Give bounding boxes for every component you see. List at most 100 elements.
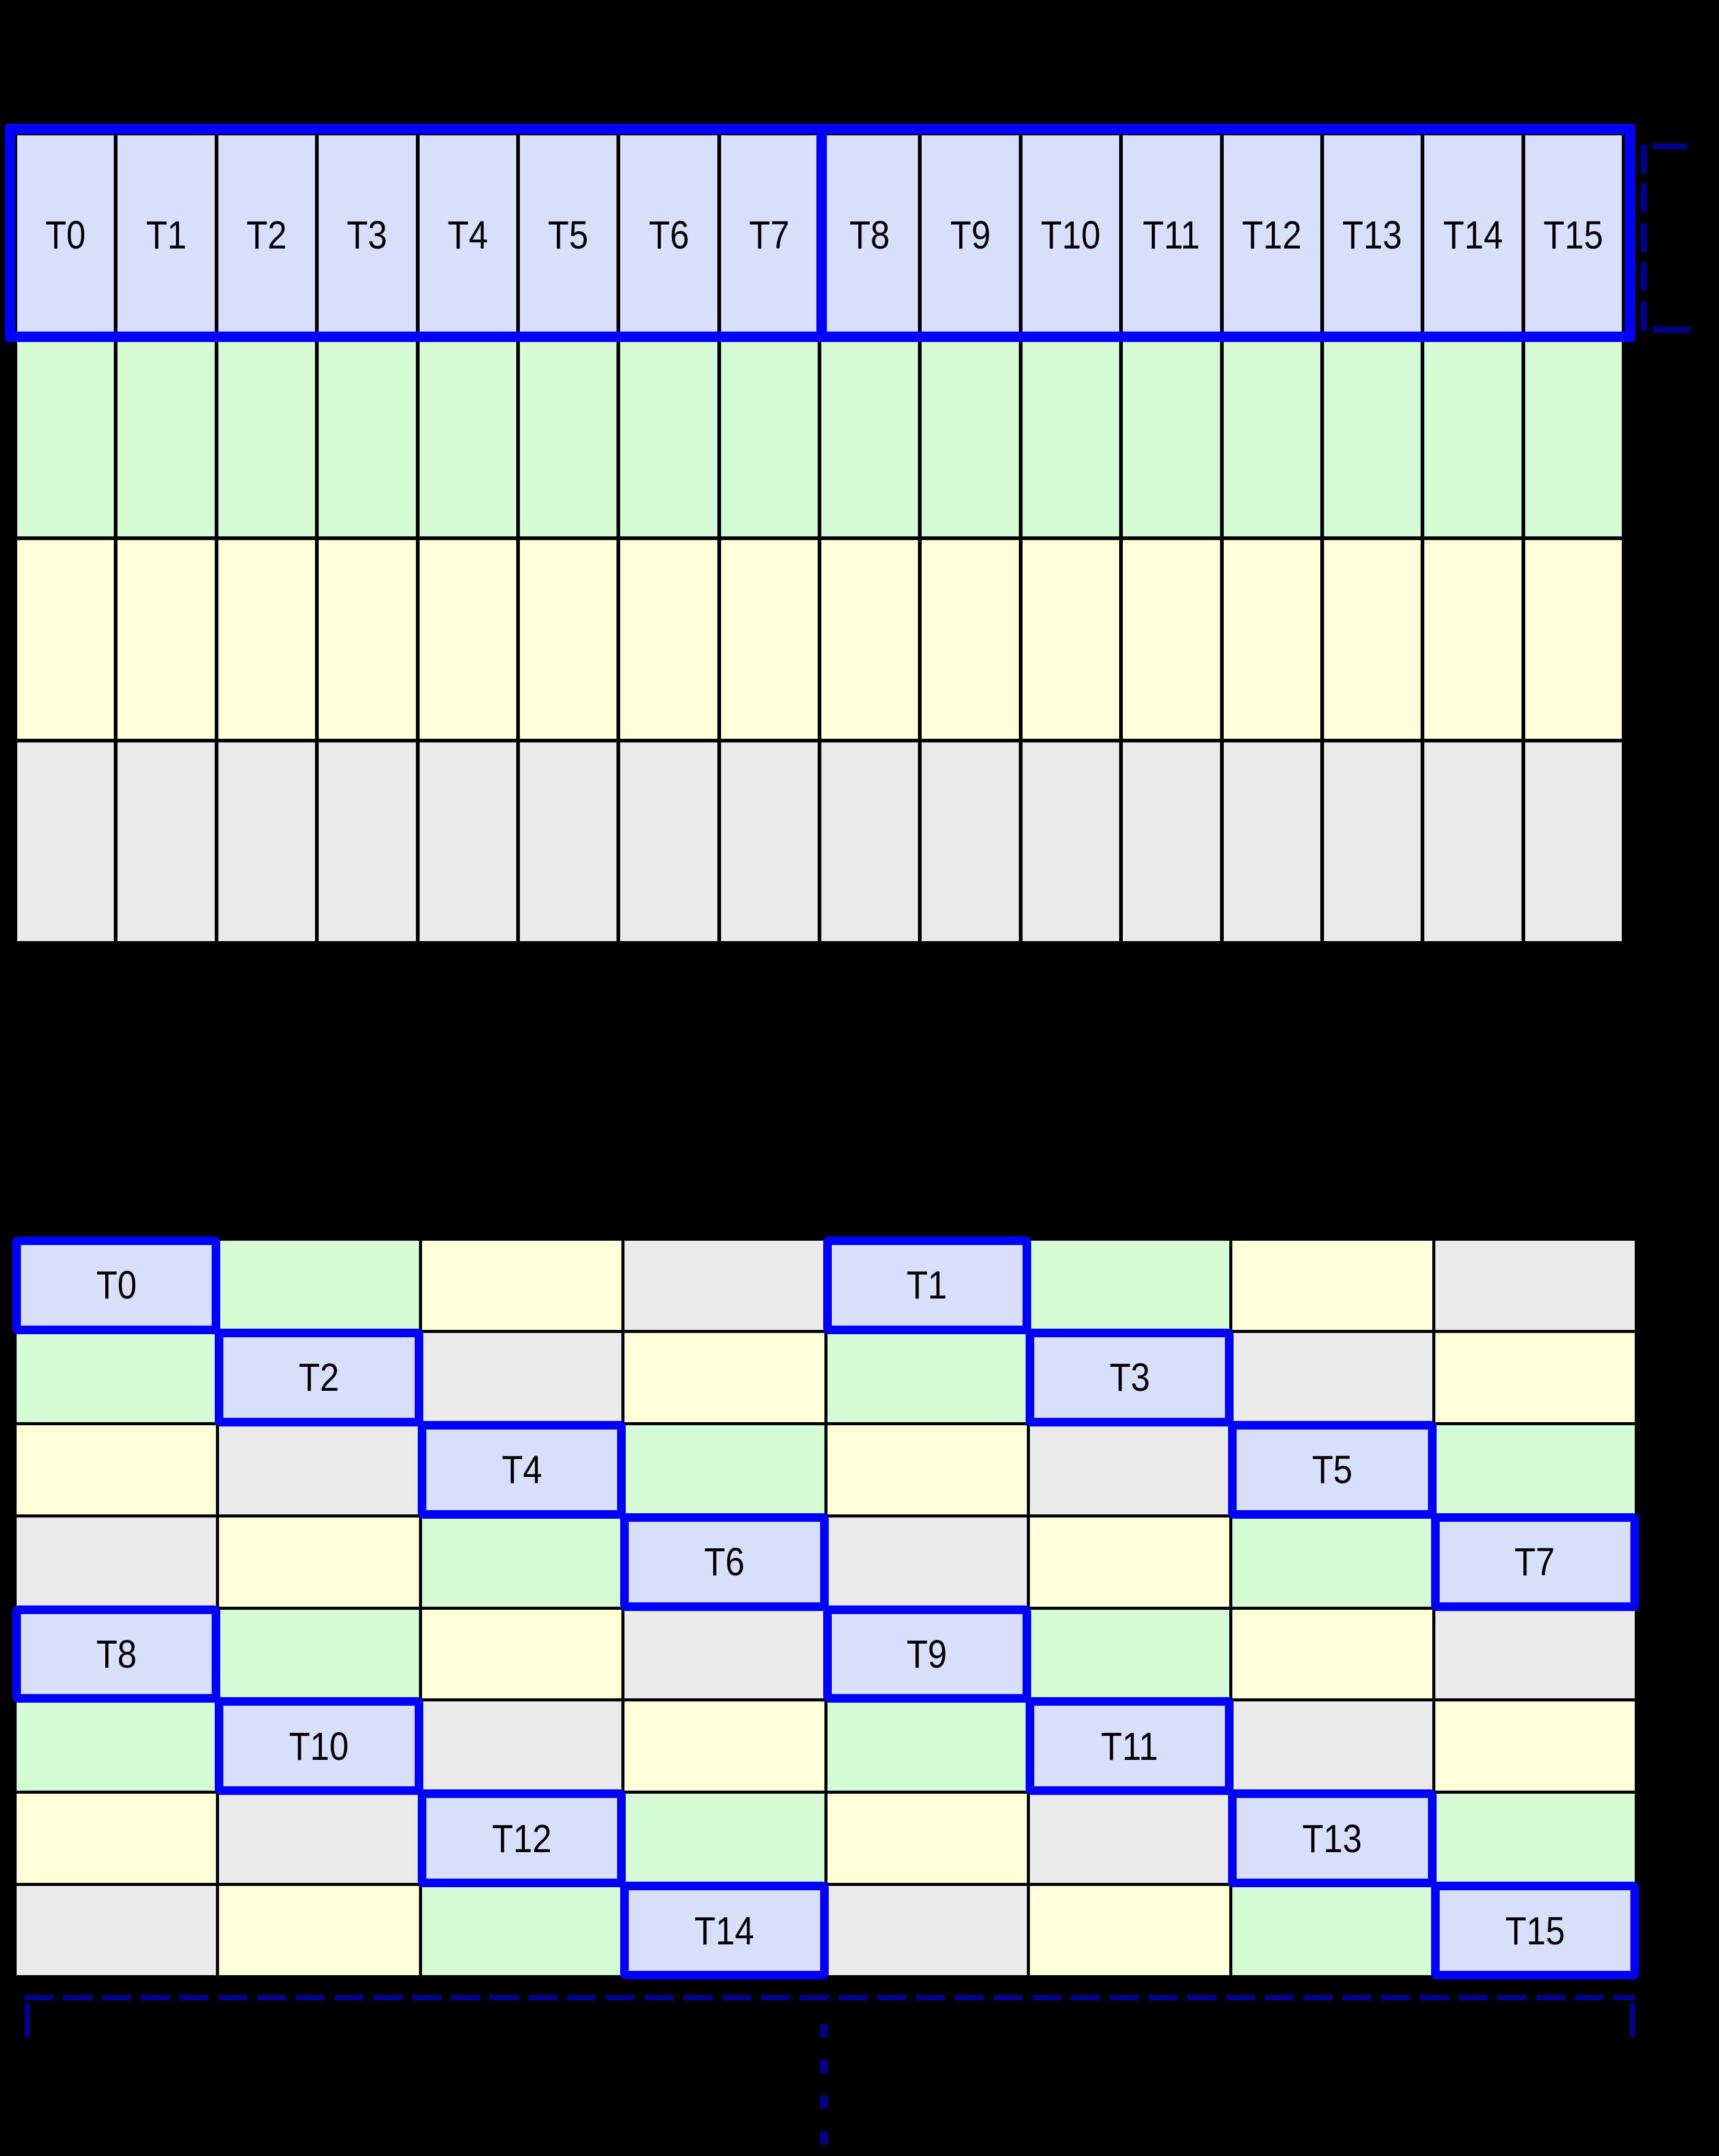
top-grid-cell <box>1424 540 1522 739</box>
top-grid-cell-t5: T5 <box>519 135 617 334</box>
top-grid-cell <box>1424 742 1522 941</box>
bottom-grid-cell <box>17 1332 217 1422</box>
top-grid-cell-t7: T7 <box>720 135 818 334</box>
thread-label: T10 <box>289 1724 349 1768</box>
row-span-bracket-bottom-dash <box>1653 327 1690 333</box>
bottom-grid-cell <box>219 1609 419 1699</box>
top-grid-cell <box>720 540 818 739</box>
thread-label: T0 <box>96 1263 137 1308</box>
top-grid-cell-t0: T0 <box>17 135 114 334</box>
thread-label: T7 <box>1514 1540 1555 1585</box>
top-grid-cell <box>17 742 114 941</box>
bottom-grid-cell <box>1435 1425 1635 1514</box>
bottom-grid-cell <box>17 1517 217 1607</box>
top-grid-cell <box>1223 338 1320 536</box>
top-grid-cell <box>419 338 516 536</box>
bottom-grid-cell <box>1232 1241 1432 1330</box>
top-grid-cell <box>1323 540 1421 739</box>
bottom-grid-cell-t2: T2 <box>215 1328 423 1426</box>
top-grid-cell <box>720 742 818 941</box>
full-width-brace-left-tick <box>25 2003 30 2037</box>
top-grid-cell-t3: T3 <box>319 135 416 334</box>
top-grid-cell <box>620 338 717 536</box>
bottom-grid-cell-t11: T11 <box>1025 1697 1234 1796</box>
bottom-grid-cell <box>1232 1609 1432 1699</box>
bottom-grid-cell-t14: T14 <box>620 1882 829 1979</box>
full-width-brace-line <box>25 1995 1635 2000</box>
full-width-brace-right-tick <box>1630 2003 1635 2037</box>
thread-label: T14 <box>694 1908 754 1953</box>
top-grid-cell-t14: T14 <box>1424 135 1522 334</box>
bottom-grid-cell <box>1435 1332 1635 1422</box>
bottom-grid-cell <box>1435 1609 1635 1699</box>
bottom-memory-grid: T0 T1 T2 T3 T4 T5 T6 T7 T8 T9 T10 T11 T12 T13 T14 T15 <box>12 1236 1640 1979</box>
bottom-grid-cell <box>1232 1332 1432 1422</box>
bottom-grid-cell <box>1029 1517 1230 1607</box>
thread-label: T12 <box>1242 212 1302 257</box>
continuation-dots <box>820 2024 828 2156</box>
thread-label: T8 <box>96 1631 137 1676</box>
top-grid-cell <box>922 540 1019 739</box>
top-grid-cell-t9: T9 <box>922 135 1019 334</box>
top-grid-cell <box>1123 742 1220 941</box>
bottom-grid-cell-t10: T10 <box>215 1697 423 1796</box>
bottom-grid-cell <box>827 1794 1027 1884</box>
bottom-grid-cell <box>1029 1794 1230 1884</box>
thread-label: T5 <box>1312 1447 1353 1492</box>
bottom-grid-cell-t3: T3 <box>1025 1328 1234 1426</box>
top-grid-cell <box>1323 742 1421 941</box>
top-grid-cell <box>17 540 114 739</box>
top-grid-cell-t6: T6 <box>620 135 717 334</box>
bottom-grid-cell-t0: T0 <box>12 1236 221 1334</box>
thread-label: T0 <box>45 212 86 257</box>
bottom-grid-cell <box>17 1701 217 1791</box>
bottom-grid-cell <box>1029 1609 1230 1699</box>
thread-label: T3 <box>346 212 388 257</box>
thread-label: T1 <box>146 212 186 257</box>
top-grid-cell <box>821 338 919 536</box>
top-grid-cell <box>1223 540 1320 739</box>
row-span-bracket-top-dash <box>1653 143 1688 149</box>
bottom-grid-cell <box>827 1332 1027 1422</box>
top-grid-cell-t1: T1 <box>118 135 215 334</box>
thread-label: T1 <box>906 1263 947 1308</box>
top-grid-cell-t12: T12 <box>1223 135 1320 334</box>
thread-label: T15 <box>1505 1908 1565 1953</box>
bottom-grid-cell <box>624 1332 824 1422</box>
top-grid-cell-t11: T11 <box>1123 135 1220 334</box>
bottom-grid-cell-t13: T13 <box>1228 1789 1437 1888</box>
thread-label: T8 <box>849 212 890 257</box>
bottom-grid-cell <box>624 1794 824 1884</box>
bottom-grid-cell <box>1232 1517 1432 1607</box>
thread-label: T9 <box>906 1631 947 1676</box>
bottom-grid-cell <box>827 1701 1027 1791</box>
bottom-grid-cell-t8: T8 <box>12 1605 221 1703</box>
thread-label: T6 <box>704 1540 745 1585</box>
top-grid-cell-t15: T15 <box>1525 135 1622 334</box>
bottom-grid-cell <box>17 1886 217 1975</box>
thread-label: T6 <box>648 212 689 257</box>
bottom-grid-cell-t4: T4 <box>417 1420 626 1519</box>
bottom-grid-cell <box>1232 1886 1432 1975</box>
bottom-grid-cell <box>17 1794 217 1884</box>
row-span-bracket-vertical <box>1641 145 1647 333</box>
bottom-grid-cell-t7: T7 <box>1430 1513 1640 1611</box>
top-grid-cell <box>218 742 316 941</box>
top-grid-cell <box>1022 742 1120 941</box>
bottom-memory-grid-cells: T0 T1 T2 T3 T4 T5 T6 T7 T8 T9 T10 T11 T12 T13 T14 T15 <box>12 1236 1640 1979</box>
bottom-grid-cell <box>219 1886 419 1975</box>
top-grid-cell <box>17 338 114 536</box>
top-grid-cell <box>218 540 316 739</box>
thread-label: T2 <box>246 212 287 257</box>
bottom-grid-cell <box>219 1425 419 1514</box>
bottom-grid-cell <box>1435 1794 1635 1884</box>
bottom-grid-cell-t15: T15 <box>1430 1882 1640 1979</box>
thread-label: T15 <box>1543 212 1603 257</box>
top-grid-cell-t8: T8 <box>821 135 919 334</box>
top-grid-cell <box>419 540 516 739</box>
bottom-grid-cell-t1: T1 <box>823 1236 1031 1334</box>
bottom-grid-cell <box>827 1425 1027 1514</box>
top-grid-cell <box>1123 540 1220 739</box>
top-grid-cell <box>519 338 617 536</box>
